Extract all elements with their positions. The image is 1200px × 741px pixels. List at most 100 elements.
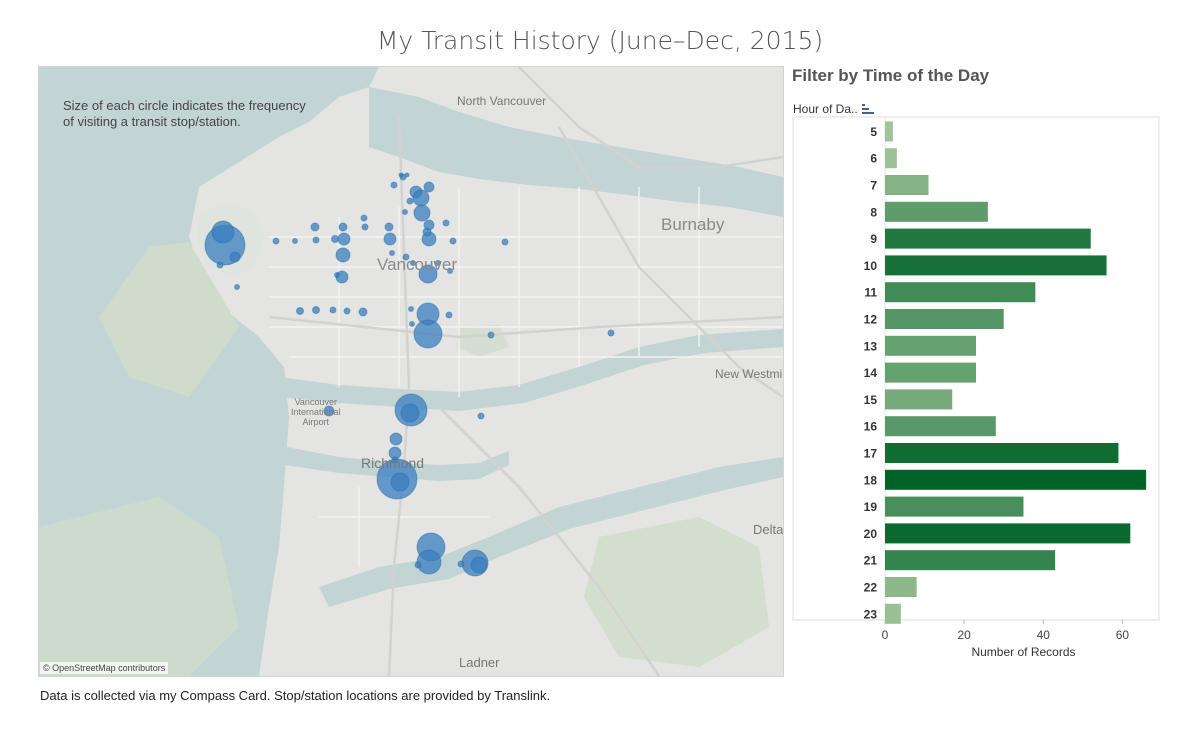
stop-circle: [414, 561, 422, 569]
hour-bar[interactable]: [885, 228, 1091, 249]
stop-circle: [412, 189, 430, 207]
stop-circle: [229, 251, 241, 263]
stop-circle: [329, 306, 337, 314]
hour-label: 10: [864, 259, 878, 273]
x-axis-title: Number of Records: [971, 645, 1075, 659]
place-label-north-vancouver: North Vancouver: [457, 94, 547, 108]
stop-circles[interactable]: [39, 67, 783, 676]
hour-label: 23: [864, 607, 878, 621]
footer-note: Data is collected via my Compass Card. S…: [40, 688, 551, 703]
hour-label: 7: [870, 179, 877, 193]
page-title: My Transit History (June–Dec, 2015): [376, 26, 824, 55]
hour-label: 5: [870, 125, 877, 139]
airport-line1: Vancouver: [294, 397, 337, 407]
hour-bar[interactable]: [885, 148, 897, 169]
place-label-airport: Vancouver International Airport: [291, 397, 341, 427]
stop-circle: [404, 172, 410, 178]
stop-circle: [422, 227, 432, 237]
hour-label: 15: [864, 393, 878, 407]
airport-line2: International: [291, 407, 341, 417]
stop-circle: [389, 250, 395, 256]
stop-circle: [398, 172, 404, 178]
stop-circle: [389, 432, 403, 446]
stop-circle: [296, 307, 304, 315]
stop-circle: [406, 197, 414, 205]
hour-column-header: Hour of Da..: [793, 102, 858, 116]
stop-circle: [312, 236, 320, 244]
hour-bar[interactable]: [885, 255, 1107, 276]
stop-circle: [343, 307, 351, 315]
stop-circle: [501, 238, 509, 246]
stop-circle: [272, 237, 280, 245]
stop-circle: [216, 261, 224, 269]
hour-label: 8: [870, 205, 877, 219]
hour-bar[interactable]: [885, 335, 976, 356]
place-label-ladner: Ladner: [459, 655, 500, 670]
place-label-new-westminster: New Westmi: [715, 367, 783, 381]
stop-circle: [457, 560, 465, 568]
stop-circle: [337, 232, 351, 246]
hour-label: 17: [864, 447, 878, 461]
place-label-richmond: Richmond: [361, 455, 425, 471]
hour-label: 11: [864, 286, 877, 300]
stop-circle: [402, 209, 408, 215]
stop-circle: [408, 306, 414, 312]
hour-label: 19: [864, 500, 878, 514]
stop-circle: [445, 311, 453, 319]
stop-circle: [477, 412, 485, 420]
transit-map[interactable]: Size of each circle indicates the freque…: [38, 66, 784, 677]
hour-bar[interactable]: [885, 201, 988, 222]
hour-bar[interactable]: [885, 577, 917, 597]
place-label-burnaby: Burnaby: [661, 215, 725, 234]
stop-circle: [413, 319, 443, 349]
hour-bar[interactable]: [885, 175, 929, 195]
hour-bar[interactable]: [885, 523, 1131, 544]
stop-circle: [361, 223, 369, 231]
stop-circle: [331, 235, 339, 243]
map-note-line1: Size of each circle indicates the freque…: [63, 98, 306, 113]
hour-bar[interactable]: [885, 121, 893, 142]
filter-panel-title: Filter by Time of the Day: [792, 66, 990, 85]
stop-circle: [607, 329, 615, 337]
hour-bar[interactable]: [885, 469, 1147, 490]
x-tick-label: 60: [1116, 628, 1130, 642]
stop-circle: [360, 214, 368, 222]
hour-bar[interactable]: [885, 282, 1036, 303]
stop-circle: [292, 238, 298, 244]
hour-bar-chart[interactable]: 5 6 7 8 9 10 11 12 13 14 15 16 17 18 19 20 21 22 23 0 20 40 60…: [792, 114, 1162, 674]
hour-bar[interactable]: [885, 603, 901, 624]
map-attribution[interactable]: © OpenStreetMap contributors: [40, 662, 169, 674]
hour-bar[interactable]: [885, 443, 1119, 463]
plot-frame: [792, 116, 1160, 621]
stop-circle: [338, 222, 348, 232]
stop-circle: [449, 237, 457, 245]
hour-bar[interactable]: [885, 416, 996, 437]
hour-label: 18: [864, 473, 878, 487]
hour-label: 22: [864, 581, 878, 595]
stop-circle: [413, 204, 431, 222]
stop-circle: [335, 247, 351, 263]
hour-label: 20: [864, 527, 878, 541]
stop-circle: [447, 268, 453, 274]
stop-circle: [334, 272, 340, 278]
stop-circle: [390, 181, 398, 189]
stop-circle: [358, 307, 368, 317]
stop-circle: [390, 472, 410, 492]
hour-label: 13: [864, 339, 878, 353]
hour-bar[interactable]: [885, 550, 1056, 571]
hour-bar[interactable]: [885, 496, 1024, 517]
hour-bar[interactable]: [885, 309, 1004, 329]
sort-descending-icon[interactable]: [862, 104, 874, 114]
hour-label: 6: [870, 152, 877, 166]
hour-bar[interactable]: [885, 362, 976, 383]
stop-circle: [323, 405, 335, 417]
stop-circle: [234, 284, 240, 290]
stop-circle: [423, 181, 435, 193]
place-label-vancouver: Vancouver: [377, 255, 458, 274]
stop-circle: [383, 232, 397, 246]
x-tick-label: 20: [957, 628, 971, 642]
hour-label: 12: [864, 313, 878, 327]
stop-circle: [211, 220, 235, 244]
hour-bar[interactable]: [885, 389, 953, 410]
hour-label: 16: [864, 420, 878, 434]
